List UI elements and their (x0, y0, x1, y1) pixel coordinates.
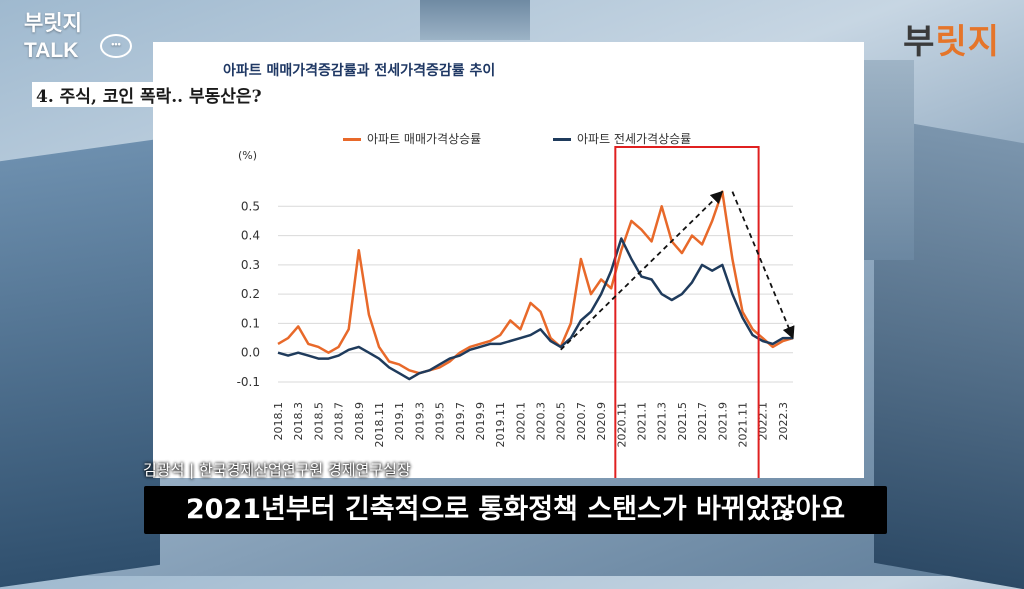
x-tick-label: 2019.5 (434, 402, 447, 441)
speaker-caption: 김광석 | 한국경제산업연구원 경제연구실장 (143, 461, 411, 479)
x-tick-label: 2019.1 (393, 402, 406, 441)
x-tick-label: 2018.3 (292, 402, 305, 441)
x-tick-label: 2022.3 (777, 402, 790, 441)
legend-swatch-jeonse (553, 138, 571, 141)
legend-swatch-sale (343, 138, 361, 141)
channel-brand: 부릿지 TALK ••• (24, 10, 132, 64)
x-tick-label: 2021.5 (676, 402, 689, 441)
x-tick-label: 2021.7 (696, 402, 709, 441)
x-tick-label: 2018.7 (333, 402, 346, 441)
series-line-jeonse (277, 237, 793, 381)
x-tick-label: 2021.11 (737, 402, 750, 448)
x-tick-label: 2020.7 (575, 402, 588, 441)
speech-bubble-icon: ••• (100, 34, 132, 58)
x-tick-label: 2021.3 (656, 402, 669, 441)
x-tick-label: 2019.9 (474, 402, 487, 441)
y-axis-unit-label: (%) (238, 149, 257, 162)
trend-arrow-up (560, 190, 724, 351)
logo-text-main: 부 (903, 22, 936, 62)
x-tick-label: 2020.9 (595, 402, 608, 441)
line-chart: (%) 0.5 0.4 0.3 0.2 0.1 0.0 -0.1 2018.1 2018.3 201… (237, 146, 795, 478)
x-tick-label: 2021.9 (716, 402, 729, 441)
y-tick-label: 0.0 (241, 346, 260, 360)
background-building-right-small (854, 60, 914, 260)
legend-label-sale: 아파트 매매가격상승률 (367, 132, 482, 146)
x-tick-label: 2018.5 (312, 402, 325, 441)
background-building-left (0, 138, 160, 588)
x-tick-label: 2018.11 (373, 402, 386, 448)
legend-item-jeonse: 아파트 전세가격상승률 (553, 130, 691, 147)
subtitle-bar: 2021년부터 긴축적으로 통화정책 스탠스가 바뀌었잖아요 (144, 486, 887, 534)
x-tick-label: 2018.9 (353, 402, 366, 441)
x-tick-label: 2020.3 (535, 402, 548, 441)
y-tick-label: 0.5 (241, 199, 260, 213)
x-tick-label: 2019.3 (413, 402, 426, 441)
channel-brand-line2: TALK (24, 39, 79, 62)
x-tick-label: 2019.7 (454, 402, 467, 441)
legend-label-jeonse: 아파트 전세가격상승률 (577, 132, 692, 146)
x-tick-label: 2020.1 (514, 402, 527, 441)
y-tick-label: 0.1 (241, 316, 260, 330)
series-line-sale (277, 190, 794, 375)
x-tick-label: 2020.11 (615, 402, 628, 448)
x-tick-label: 2021.1 (636, 402, 649, 441)
x-tick-label: 2018.1 (272, 402, 285, 441)
channel-logo: 부릿지 (903, 14, 1000, 63)
y-tick-label: -0.1 (237, 375, 260, 389)
y-tick-label: 0.3 (241, 258, 260, 272)
x-tick-label: 2020.5 (555, 402, 568, 441)
section-label: 4. 주식, 코인 폭락.. 부동산은? (32, 82, 266, 107)
y-tick-label: 0.4 (241, 229, 260, 243)
logo-text-accent: 릿지 (935, 22, 1000, 62)
x-tick-label: 2022.1 (757, 402, 770, 441)
background-building-top (420, 0, 530, 40)
chart-panel: 아파트 매매가격증감률과 전세가격증감률 추이 아파트 매매가격상승률 아파트 … (153, 42, 864, 478)
channel-brand-line1: 부릿지 (24, 12, 82, 35)
legend-item-sale: 아파트 매매가격상승률 (343, 130, 481, 147)
chart-title: 아파트 매매가격증감률과 전세가격증감률 추이 (223, 63, 496, 79)
highlight-box (614, 146, 760, 478)
y-tick-label: 0.2 (241, 287, 260, 301)
x-tick-label: 2019.11 (494, 402, 507, 448)
